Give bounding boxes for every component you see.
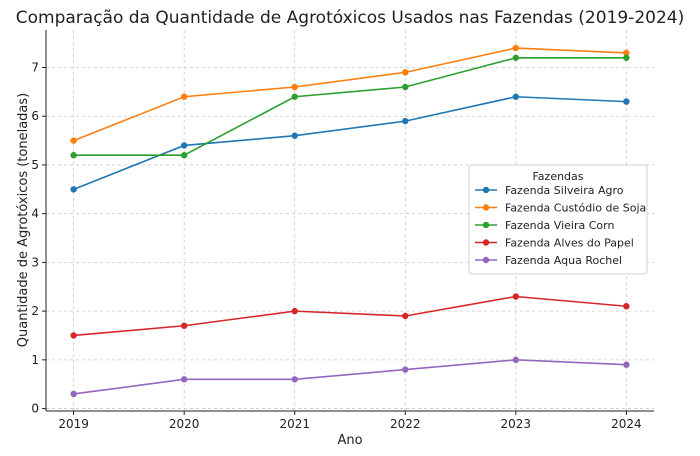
data-point — [291, 376, 298, 383]
data-point — [512, 93, 520, 100]
series-fazenda-silveira-agro — [70, 93, 630, 193]
series-fazenda-custodio-de-soja — [70, 44, 630, 144]
data-point — [291, 132, 298, 139]
data-point — [402, 366, 409, 373]
y-ticks: 0 1 2 3 4 5 6 7 — [31, 61, 46, 416]
data-point — [291, 307, 298, 315]
data-point — [70, 186, 77, 193]
x-tick-label: 2020 — [169, 417, 200, 431]
x-tick-label: 2019 — [58, 417, 89, 431]
data-point — [623, 361, 630, 368]
legend-items: Fazenda Silveira Agro Fazenda Custódio de… — [475, 184, 646, 267]
y-tick-label: 6 — [31, 109, 39, 123]
x-tick-label: 2024 — [611, 417, 642, 431]
y-tick-label: 7 — [31, 61, 39, 75]
series-line — [73, 95, 627, 191]
x-tick-label: 2022 — [390, 417, 421, 431]
data-point — [512, 44, 520, 52]
data-point — [512, 54, 520, 61]
y-axis-label: Quantidade de Agrotóxicos (toneladas) — [16, 93, 31, 348]
y-tick-label: 1 — [31, 353, 39, 367]
data-point — [402, 312, 409, 320]
legend: Fazendas Fazenda Silveira Agro Fazenda Cu… — [468, 164, 648, 275]
data-point — [180, 142, 188, 149]
data-point — [291, 93, 298, 100]
series-line — [73, 56, 627, 157]
legend-label: Fazenda Alves do Papel — [505, 237, 634, 250]
legend-marker — [482, 239, 490, 246]
x-ticks: 2019 2020 2021 2022 2023 2024 — [58, 411, 642, 431]
data-point — [623, 49, 630, 57]
data-point — [70, 137, 77, 144]
data-point — [291, 83, 298, 91]
data-point — [180, 152, 188, 159]
legend-label: Fazenda Vieira Corn — [505, 219, 614, 232]
legend-label: Fazenda Custódio de Soja — [505, 202, 646, 215]
legend-label: Fazenda Silveira Agro — [505, 184, 624, 197]
data-point — [623, 98, 630, 105]
legend-box — [468, 164, 648, 275]
data-point — [512, 356, 520, 364]
legend-title: Fazendas — [532, 170, 583, 183]
series-line — [73, 295, 627, 337]
legend-marker — [482, 186, 490, 194]
series-fazenda-alves-do-papel — [70, 293, 630, 339]
legend-marker — [482, 204, 490, 211]
legend-item: Fazenda Silveira Agro — [475, 184, 624, 197]
series-fazenda-aqua-rochel — [70, 356, 630, 398]
chart-title: Comparação da Quantidade de Agrotóxicos … — [16, 8, 684, 28]
data-point — [180, 322, 188, 329]
data-point — [623, 303, 630, 310]
series-line — [73, 359, 627, 395]
y-tick-label: 5 — [31, 158, 39, 172]
data-point — [180, 93, 188, 100]
y-tick-label: 3 — [31, 255, 39, 269]
data-point — [70, 332, 77, 339]
x-tick-label: 2023 — [501, 417, 532, 431]
y-tick-label: 4 — [31, 207, 39, 221]
data-point — [402, 83, 409, 91]
data-point — [180, 376, 188, 383]
data-point — [512, 293, 520, 300]
series-line — [73, 47, 627, 142]
data-point — [623, 54, 630, 61]
legend-item: Fazenda Alves do Papel — [475, 237, 634, 250]
y-tick-label: 2 — [31, 304, 39, 318]
axes — [45, 30, 654, 412]
legend-item: Fazenda Vieira Corn — [475, 219, 614, 232]
data-point — [70, 152, 77, 159]
data-point — [402, 69, 409, 76]
legend-item: Fazenda Custódio de Soja — [475, 202, 646, 215]
series-fazenda-vieira-corn — [70, 54, 630, 159]
y-tick-label: 0 — [31, 402, 39, 416]
x-tick-label: 2021 — [279, 417, 310, 431]
legend-item: Fazenda Aqua Rochel — [475, 254, 622, 267]
data-point — [402, 117, 409, 125]
series-group — [70, 44, 630, 398]
legend-marker — [482, 221, 490, 229]
legend-marker — [482, 256, 490, 264]
data-point — [70, 390, 77, 398]
x-axis-label: Ano — [337, 433, 362, 448]
legend-label: Fazenda Aqua Rochel — [505, 254, 622, 267]
